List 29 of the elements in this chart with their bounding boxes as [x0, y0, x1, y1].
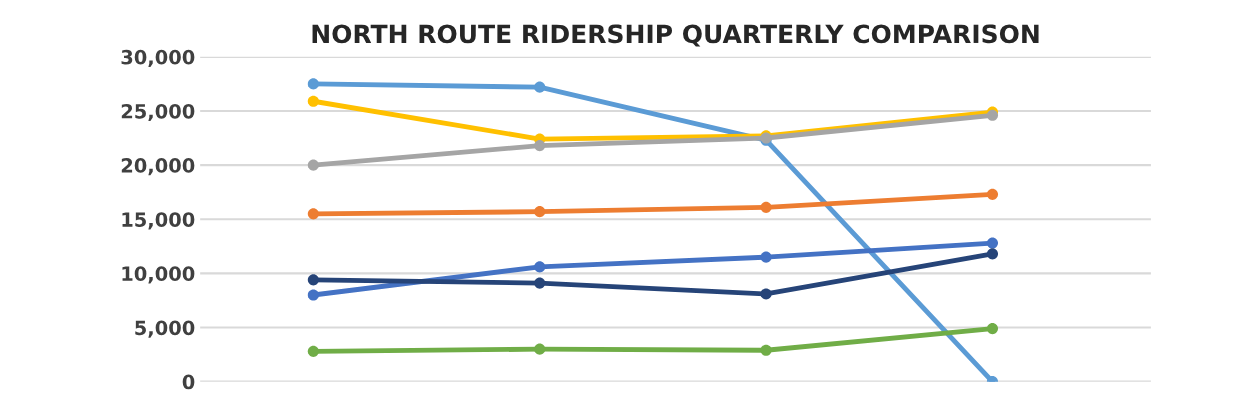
y-tick-label: 25,000 — [121, 103, 195, 122]
point — [534, 261, 546, 273]
point — [986, 188, 999, 200]
point — [986, 248, 999, 260]
y-tick-label: 20,000 — [121, 158, 195, 176]
point — [534, 343, 546, 355]
point — [760, 201, 772, 213]
point — [307, 95, 319, 107]
point — [534, 81, 546, 93]
point — [534, 140, 546, 152]
point — [986, 237, 999, 249]
point — [760, 344, 772, 356]
point — [307, 289, 319, 301]
point — [307, 345, 319, 357]
point — [307, 159, 319, 171]
chart-title: NORTH ROUTE RIDERSHIP QUARTERLY COMPARISON — [312, 24, 1039, 47]
point — [760, 288, 772, 300]
y-tick-label: 10,000 — [122, 266, 195, 284]
y-tick-label: 0 — [182, 374, 195, 390]
point — [307, 274, 319, 286]
point — [307, 208, 319, 220]
point — [760, 251, 772, 263]
y-tick-label: 5,000 — [135, 320, 195, 338]
y-tick-label: 30,000 — [121, 49, 195, 67]
y-tick-label: 15,000 — [122, 212, 195, 230]
point — [534, 206, 546, 218]
point — [307, 78, 319, 90]
point — [986, 323, 999, 335]
point — [534, 277, 546, 289]
